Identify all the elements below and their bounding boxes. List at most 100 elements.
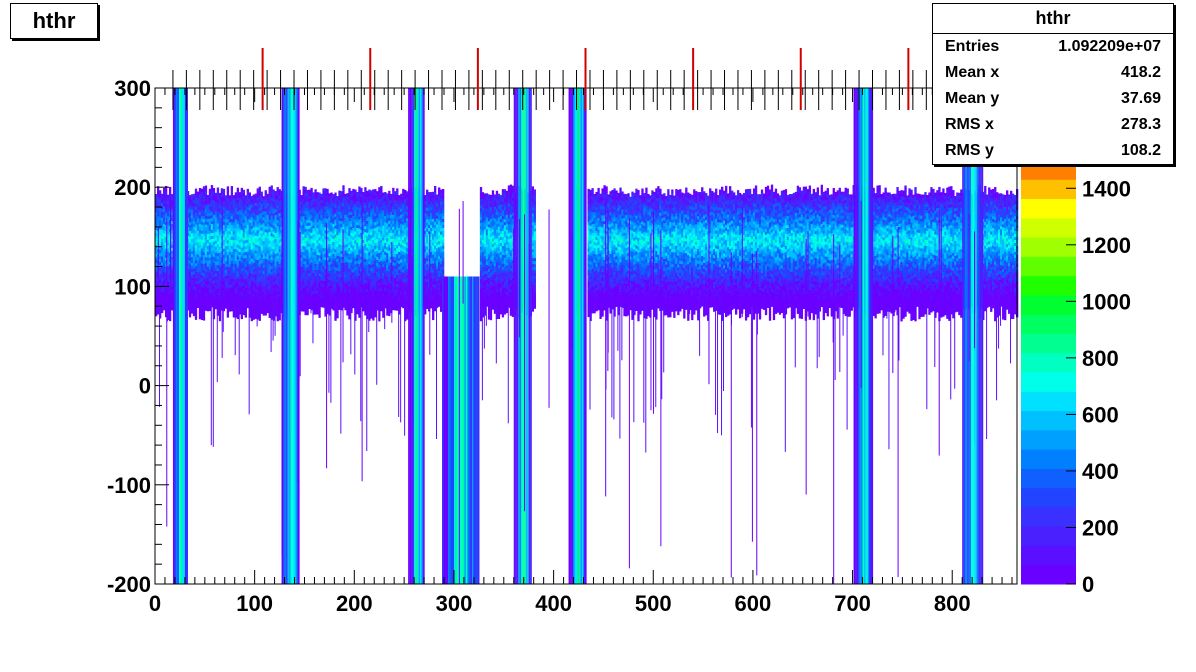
heatmap-cell (160, 291, 164, 296)
heatmap-cell (352, 191, 355, 196)
heatmap-cell (320, 300, 323, 305)
heatmap-cell (386, 279, 389, 283)
heatmap-cell (228, 272, 232, 276)
heatmap-cell (352, 200, 355, 205)
heatmap-cell (266, 271, 269, 275)
heatmap-cell (264, 199, 267, 203)
heatmap-cell (334, 255, 337, 259)
heatmap-cell (222, 236, 226, 240)
heatmap-cell (166, 266, 170, 270)
heatmap-cell (276, 282, 279, 286)
heatmap-cell (272, 210, 275, 214)
heatmap-cell (278, 266, 281, 270)
heatmap-cell (310, 265, 313, 269)
heatmap-cell (336, 210, 339, 215)
heatmap-cell (302, 198, 305, 202)
heatmap-cell (268, 198, 271, 202)
heatmap-cell (242, 225, 245, 229)
heatmap-cell (200, 200, 204, 204)
heatmap-cell (212, 280, 216, 284)
heatmap-cell (158, 225, 162, 230)
heatmap-cell (196, 254, 200, 258)
heatmap-cell (304, 213, 307, 217)
heatmap-cell (370, 261, 373, 266)
heatmap-cell (380, 245, 383, 249)
heatmap-cell (244, 308, 247, 312)
heatmap-cell (356, 302, 359, 306)
heatmap-cell (246, 287, 249, 291)
heatmap-cell (360, 229, 363, 233)
heatmap-cell (322, 194, 325, 198)
heatmap-cell (322, 301, 325, 305)
heatmap-cell (204, 304, 208, 308)
heatmap-cell (214, 228, 218, 232)
heatmap-cell (270, 247, 273, 252)
heatmap-cell (232, 245, 236, 250)
heatmap-cell (356, 227, 359, 231)
heatmap-cell (186, 211, 190, 216)
heatmap-cell (340, 265, 343, 269)
heatmap-cell (155, 277, 158, 281)
heatmap-cell (318, 255, 321, 259)
heatmap-cell (304, 311, 307, 316)
heatmap-cell (232, 275, 236, 279)
heatmap-cell (164, 310, 168, 315)
heatmap-cell (390, 196, 393, 201)
heatmap-cell (262, 303, 265, 307)
heatmap-cell (244, 272, 247, 276)
heatmap-cell (166, 233, 170, 237)
heatmap-cell (212, 235, 216, 239)
heatmap-cell (378, 288, 381, 292)
heatmap-cell (254, 309, 257, 313)
heatmap-cell (386, 264, 389, 269)
heatmap-cell (188, 236, 192, 240)
heatmap-cell (218, 240, 222, 244)
heatmap-cell (198, 312, 202, 317)
heatmap-cell (244, 305, 247, 309)
heatmap-cell (376, 200, 379, 204)
heatmap-cell (278, 227, 281, 232)
heatmap-cell (202, 311, 206, 315)
heatmap-cell (264, 222, 267, 227)
heatmap-cell (314, 290, 317, 294)
heatmap-cell (158, 220, 162, 224)
heatmap-cell (228, 233, 232, 238)
heatmap-cell (272, 234, 275, 238)
heatmap-cell (248, 231, 251, 235)
heatmap-cell (270, 298, 273, 302)
heatmap-cell (216, 241, 220, 245)
heatmap-cell (326, 236, 329, 240)
heatmap-cell (334, 195, 337, 199)
heatmap-cell (240, 286, 243, 290)
heatmap-cell (328, 193, 331, 197)
heatmap-cell (250, 276, 253, 280)
heatmap-cell (274, 241, 277, 245)
heatmap-cell (264, 309, 267, 313)
heatmap-cell (160, 265, 164, 269)
heatmap-cell (330, 305, 333, 309)
heatmap-cell (268, 207, 271, 211)
heatmap-cell (360, 277, 363, 281)
heatmap-cell (210, 306, 212, 446)
heatmap-cell (216, 273, 220, 278)
heatmap-cell (366, 229, 369, 233)
heatmap-cell (250, 210, 253, 215)
heatmap-cell (352, 242, 355, 246)
heatmap-cell (298, 192, 301, 196)
heatmap-cell (322, 250, 325, 255)
heatmap-cell (384, 281, 387, 285)
heatmap-cell (186, 295, 190, 299)
heatmap-cell (246, 260, 249, 264)
heatmap-cell (248, 251, 251, 256)
heatmap-cell (388, 274, 391, 278)
heatmap-cell (264, 300, 267, 304)
heatmap-cell (252, 304, 255, 308)
heatmap-cell (376, 265, 379, 269)
heatmap-cell (254, 196, 257, 200)
heatmap-cell (348, 217, 351, 222)
heatmap-cell (388, 199, 391, 204)
heatmap-cell (242, 192, 245, 197)
heatmap-cell (248, 213, 251, 217)
heatmap-cell (210, 205, 214, 210)
heatmap-cell (388, 277, 391, 281)
